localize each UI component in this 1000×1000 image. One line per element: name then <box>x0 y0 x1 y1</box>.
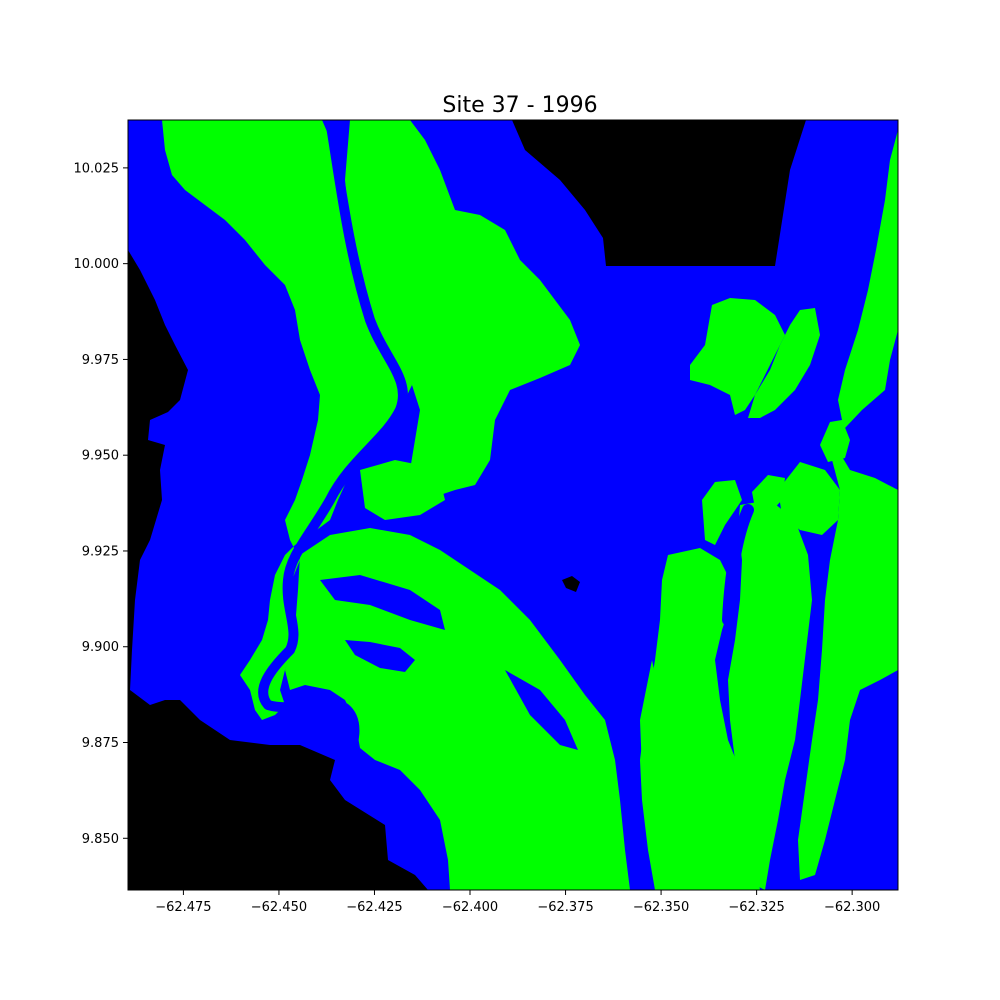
plot-frame <box>127 119 899 891</box>
x-tick-label: −62.425 <box>346 900 402 915</box>
y-tick-label: 10.025 <box>74 161 120 176</box>
meander-channel <box>258 120 408 770</box>
y-tick-label: 9.975 <box>82 353 119 368</box>
x-tick-label: −62.375 <box>537 900 593 915</box>
x-axis: −62.475 −62.450 −62.425 −62.400 −62.375 −62.3… <box>155 890 880 915</box>
east-tidal-channel <box>722 504 754 626</box>
nodata-region-left <box>128 120 428 890</box>
water-patch-inner-loop <box>345 640 415 672</box>
water-patch-southeast <box>505 670 578 750</box>
vegetation-central-island <box>360 460 445 520</box>
vegetation-east-bank <box>798 130 898 880</box>
vegetation-east-islet-b <box>778 462 840 535</box>
water-patch-south-central <box>320 575 445 630</box>
vegetation-northeast-island-a <box>690 298 785 415</box>
x-tick-label: −62.475 <box>155 900 211 915</box>
nodata-spot <box>562 576 580 592</box>
map-title: Site 37 - 1996 <box>442 93 597 118</box>
x-tick-label: −62.400 <box>442 900 498 915</box>
x-tick-label: −62.325 <box>728 900 784 915</box>
vegetation-narrow-islet <box>640 660 658 780</box>
vegetation-northwest-bank <box>162 120 412 720</box>
vegetation-east-central-island <box>728 500 812 890</box>
y-tick-label: 10.000 <box>74 257 120 272</box>
vegetation-north-central-bank <box>345 120 580 500</box>
y-tick-label: 9.900 <box>82 640 119 655</box>
x-tick-label: −62.350 <box>633 900 689 915</box>
x-tick-label: −62.300 <box>824 900 880 915</box>
y-tick-label: 9.875 <box>82 736 119 751</box>
vegetation-southeast-island <box>640 548 760 890</box>
vegetation-east-islet-d <box>702 480 742 545</box>
x-tick-label: −62.450 <box>251 900 307 915</box>
y-tick-label: 9.950 <box>82 449 119 464</box>
y-tick-label: 9.925 <box>82 544 119 559</box>
vegetation-northeast-island-b <box>748 308 820 418</box>
classified-raster <box>128 120 898 890</box>
vegetation-east-islet-a <box>820 420 850 462</box>
nodata-region-top <box>512 120 806 266</box>
y-axis: 10.025 10.000 9.975 9.950 9.925 9.900 9.875 9.8… <box>74 161 128 847</box>
vegetation-east-islet-c <box>752 475 785 515</box>
y-tick-label: 9.850 <box>82 832 119 847</box>
vegetation-south-central-bank <box>285 528 630 890</box>
